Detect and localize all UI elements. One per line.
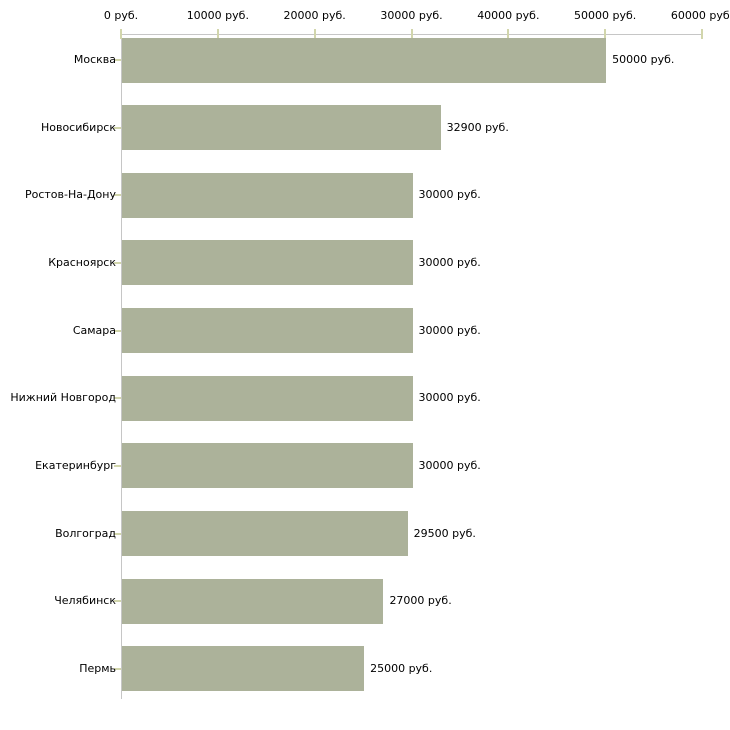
x-axis-tick: [507, 29, 510, 39]
x-axis-tick-label: 20000 руб.: [283, 9, 346, 22]
category-label: Волгоград: [55, 526, 116, 540]
x-axis-tick: [410, 29, 413, 39]
bar: [122, 105, 441, 151]
y-axis-tick: [114, 126, 121, 129]
x-axis-tick: [313, 29, 316, 39]
value-label: 30000 руб.: [418, 323, 481, 337]
value-label: 30000 руб.: [418, 391, 481, 405]
category-label: Нижний Новгород: [10, 391, 116, 405]
category-label: Москва: [73, 53, 116, 66]
y-axis-line: [121, 34, 122, 699]
bar: [122, 511, 408, 557]
y-axis-tick: [114, 667, 121, 670]
bar: [122, 375, 413, 421]
value-label: 27000 руб.: [389, 594, 452, 608]
value-label: 30000 руб.: [418, 458, 481, 472]
value-label: 30000 руб.: [418, 188, 481, 202]
x-axis-tick-label: 60000 руб.: [670, 9, 730, 22]
y-axis-tick: [114, 329, 121, 332]
category-label: Самара: [72, 323, 116, 337]
x-axis-tick-label: 0 руб.: [103, 9, 139, 22]
x-axis-tick: [120, 29, 122, 39]
y-axis-tick: [114, 464, 121, 467]
category-label: Екатеринбург: [35, 458, 116, 472]
x-axis-tick: [701, 29, 703, 39]
value-label: 32900 руб.: [446, 120, 509, 134]
y-axis-tick: [114, 194, 121, 197]
y-axis-tick: [114, 59, 121, 61]
x-axis-tick-label: 10000 руб.: [186, 9, 249, 22]
y-axis-tick: [114, 261, 121, 264]
bar: [122, 646, 365, 692]
bar: [122, 578, 384, 624]
category-label: Красноярск: [48, 255, 116, 269]
bar: [122, 37, 607, 83]
bar: [122, 172, 413, 218]
bar: [122, 308, 413, 354]
value-label: 25000 руб.: [370, 661, 433, 675]
bar: [122, 443, 413, 489]
value-label: 30000 руб.: [418, 255, 481, 269]
y-axis-tick: [114, 600, 121, 603]
category-label: Пермь: [79, 661, 116, 675]
value-label: 50000 руб.: [612, 53, 675, 66]
x-axis-tick: [604, 29, 607, 39]
bar: [122, 240, 413, 286]
category-label: Челябинск: [54, 594, 116, 608]
y-axis-tick: [114, 532, 121, 535]
x-axis-tick-label: 40000 руб.: [477, 9, 540, 22]
x-axis-tick: [216, 29, 219, 39]
value-label: 29500 руб.: [413, 526, 476, 540]
category-label: Новосибирск: [40, 120, 116, 134]
x-axis-tick-label: 30000 руб.: [380, 9, 443, 22]
y-axis-tick: [114, 397, 121, 400]
category-label: Ростов-На-Дону: [24, 188, 116, 202]
x-axis-tick-label: 50000 руб.: [574, 9, 637, 22]
